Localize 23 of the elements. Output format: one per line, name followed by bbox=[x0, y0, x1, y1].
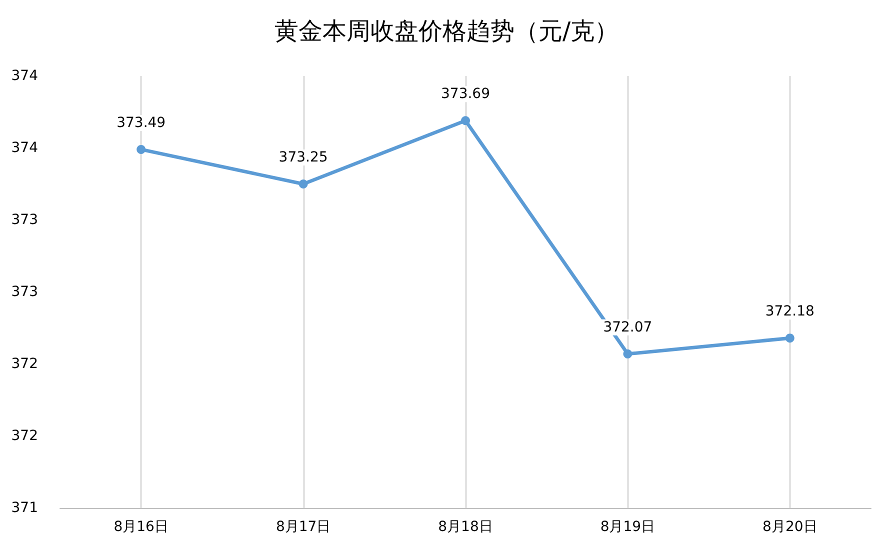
x-tick-label: 8月18日 bbox=[438, 519, 493, 535]
y-tick-label: 373 bbox=[11, 284, 38, 300]
data-label: 373.69 bbox=[441, 86, 490, 102]
data-label: 372.18 bbox=[765, 304, 814, 320]
chart-title: 黄金本周收盘价格趋势（元/克） bbox=[274, 17, 619, 45]
x-tick-label: 8月16日 bbox=[114, 519, 168, 535]
data-label: 373.49 bbox=[116, 114, 166, 131]
x-tick-label: 8月20日 bbox=[762, 519, 818, 535]
point bbox=[136, 144, 146, 154]
point bbox=[785, 334, 794, 343]
y-tick-label: 374 bbox=[11, 140, 38, 156]
point bbox=[623, 349, 632, 358]
point bbox=[298, 180, 308, 188]
x-tick-label: 8月19日 bbox=[600, 519, 656, 535]
data-label: 372.07 bbox=[603, 319, 652, 336]
x-tick-label: 8月17日 bbox=[276, 519, 331, 535]
y-tick-label: 373 bbox=[11, 212, 38, 228]
y-tick-label: 371 bbox=[11, 500, 38, 516]
y-tick-label: 372 bbox=[11, 428, 38, 444]
y-tick-label: 372 bbox=[11, 356, 38, 372]
y-tick-label: 374 bbox=[11, 68, 38, 84]
point bbox=[461, 116, 470, 126]
data-label: 373.25 bbox=[278, 150, 328, 166]
